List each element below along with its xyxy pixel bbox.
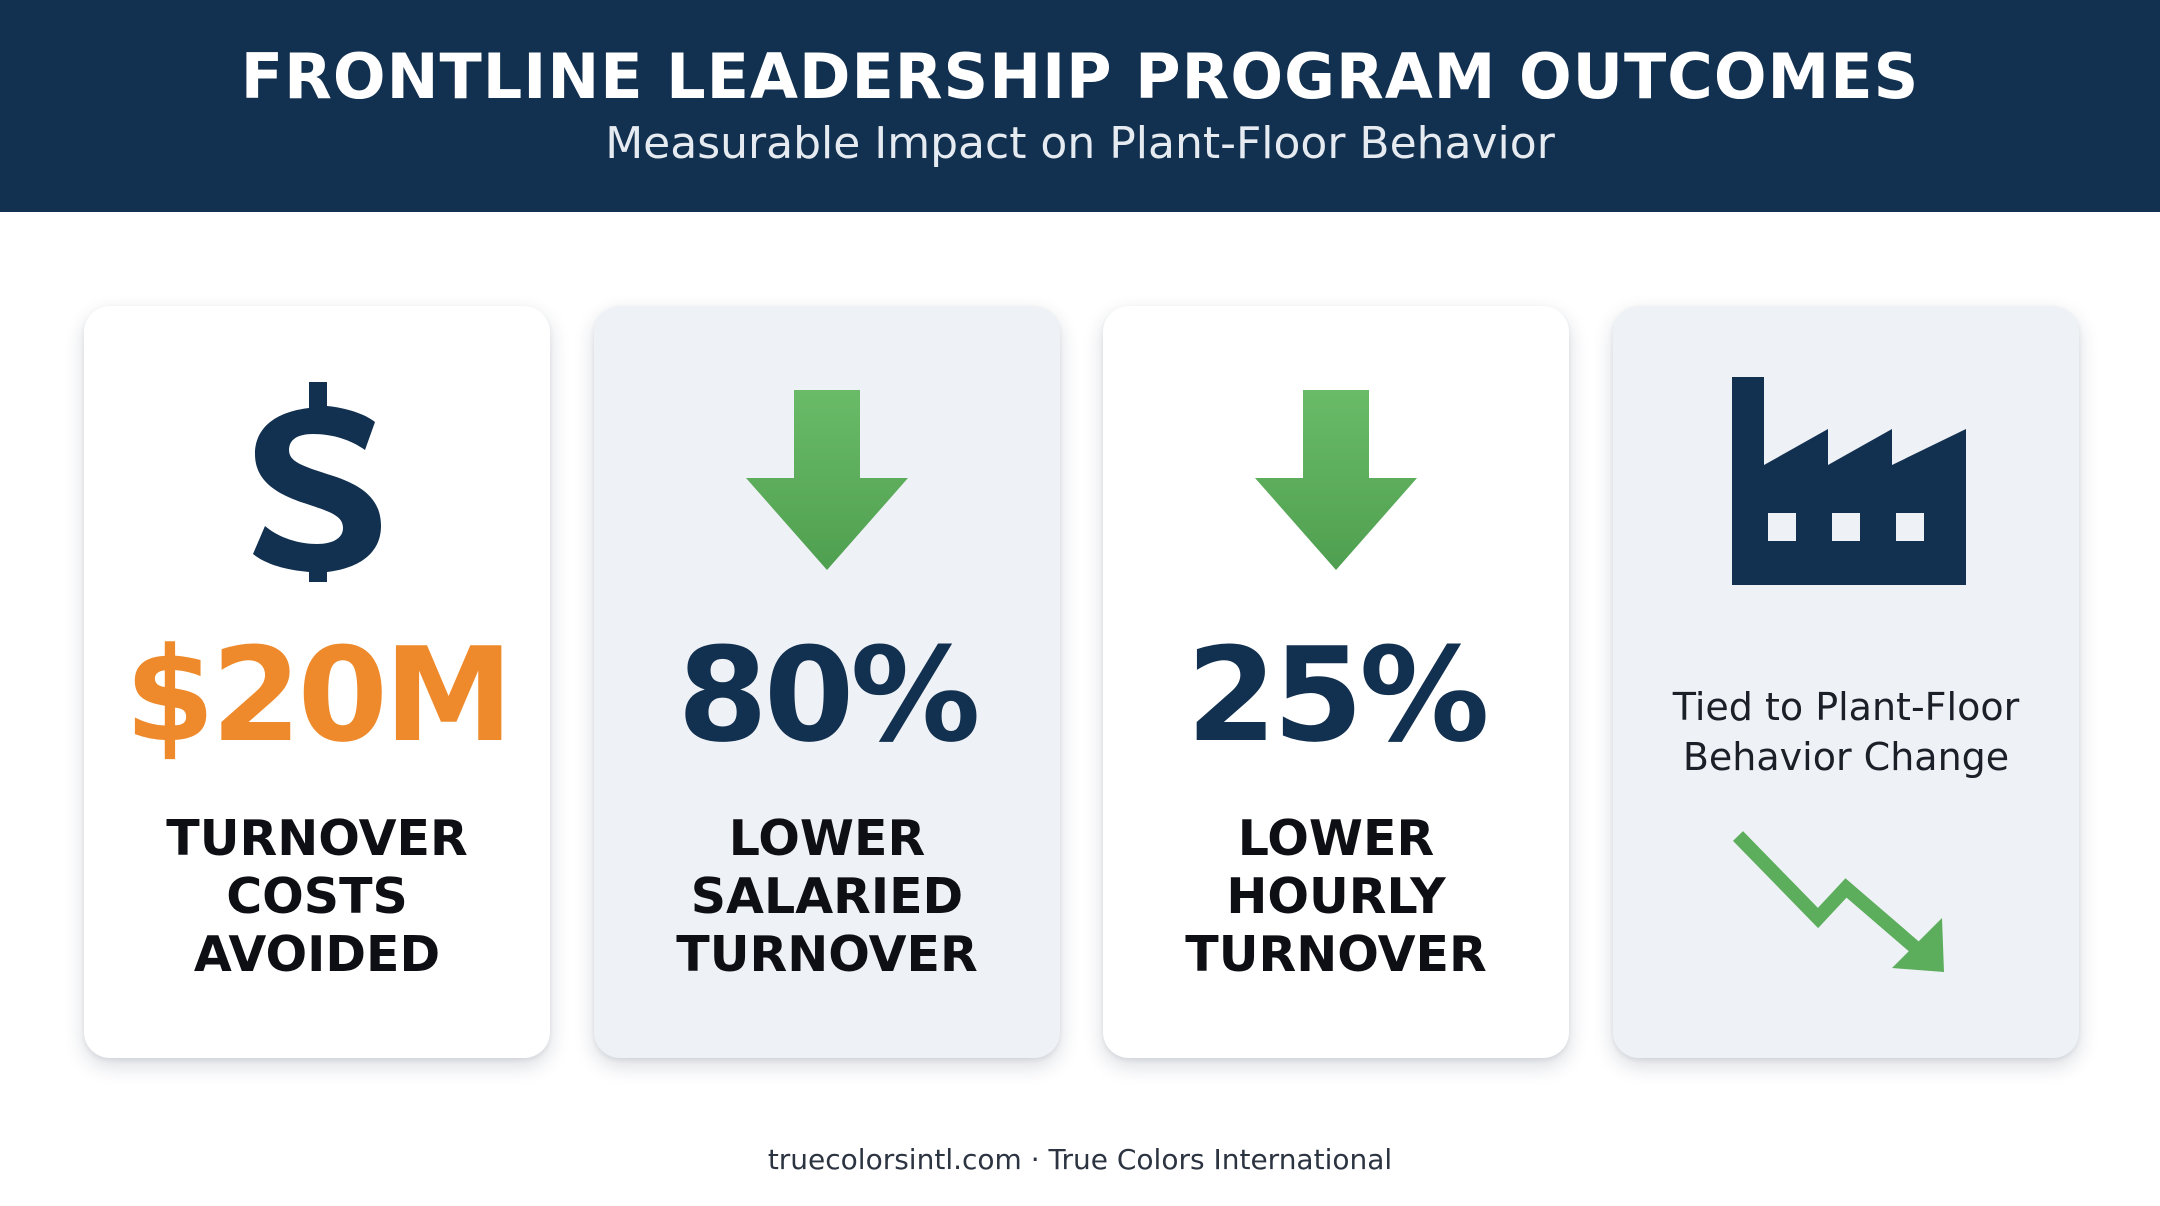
stat-label-line: LOWER (728, 810, 926, 867)
stat-card-behavior-change: Tied to Plant-Floor Behavior Change (1613, 306, 2079, 1058)
stat-label: LOWER SALARIED TURNOVER (594, 810, 1060, 984)
stat-card-salaried-turnover: 80% LOWER SALARIED TURNOVER (594, 306, 1060, 1058)
stat-label-line: COSTS (226, 868, 408, 925)
note-line: Behavior Change (1682, 735, 2010, 779)
stat-value: 25% (1186, 619, 1489, 771)
stat-label-line: TURNOVER (1185, 926, 1487, 983)
note-line: Tied to Plant-Floor (1672, 685, 2020, 729)
factory-icon (1613, 376, 2079, 586)
stat-label-line: LOWER (1237, 810, 1435, 867)
downward-trend-icon (1732, 831, 1944, 972)
page-title: FRONTLINE LEADERSHIP PROGRAM OUTCOMES (240, 40, 1920, 113)
dollar-sign-icon (84, 376, 550, 586)
stat-label-line: SALARIED (690, 868, 964, 925)
stat-value: 80% (677, 619, 980, 771)
down-arrow-icon (1103, 376, 1569, 586)
stat-value: $20M (124, 619, 514, 771)
page-subtitle: Measurable Impact on Plant-Floor Behavio… (605, 118, 1555, 169)
stat-label: TURNOVER COSTS AVOIDED (84, 810, 550, 984)
stat-card-turnover-costs: $20M TURNOVER COSTS AVOIDED (84, 306, 550, 1058)
footer-text: truecolorsintl.com · True Colors Interna… (767, 1143, 1393, 1176)
stat-label-line: TURNOVER (676, 926, 978, 983)
stat-label: LOWER HOURLY TURNOVER (1103, 810, 1569, 984)
stat-label-line: HOURLY (1226, 868, 1446, 925)
stat-card-hourly-turnover: 25% LOWER HOURLY TURNOVER (1103, 306, 1569, 1058)
behavior-note: Tied to Plant-Floor Behavior Change (1613, 682, 2079, 782)
stat-label-line: AVOIDED (193, 926, 441, 983)
stat-label-line: TURNOVER (166, 810, 468, 867)
header-banner: FRONTLINE LEADERSHIP PROGRAM OUTCOMES Me… (0, 0, 2160, 212)
down-arrow-icon (594, 376, 1060, 586)
